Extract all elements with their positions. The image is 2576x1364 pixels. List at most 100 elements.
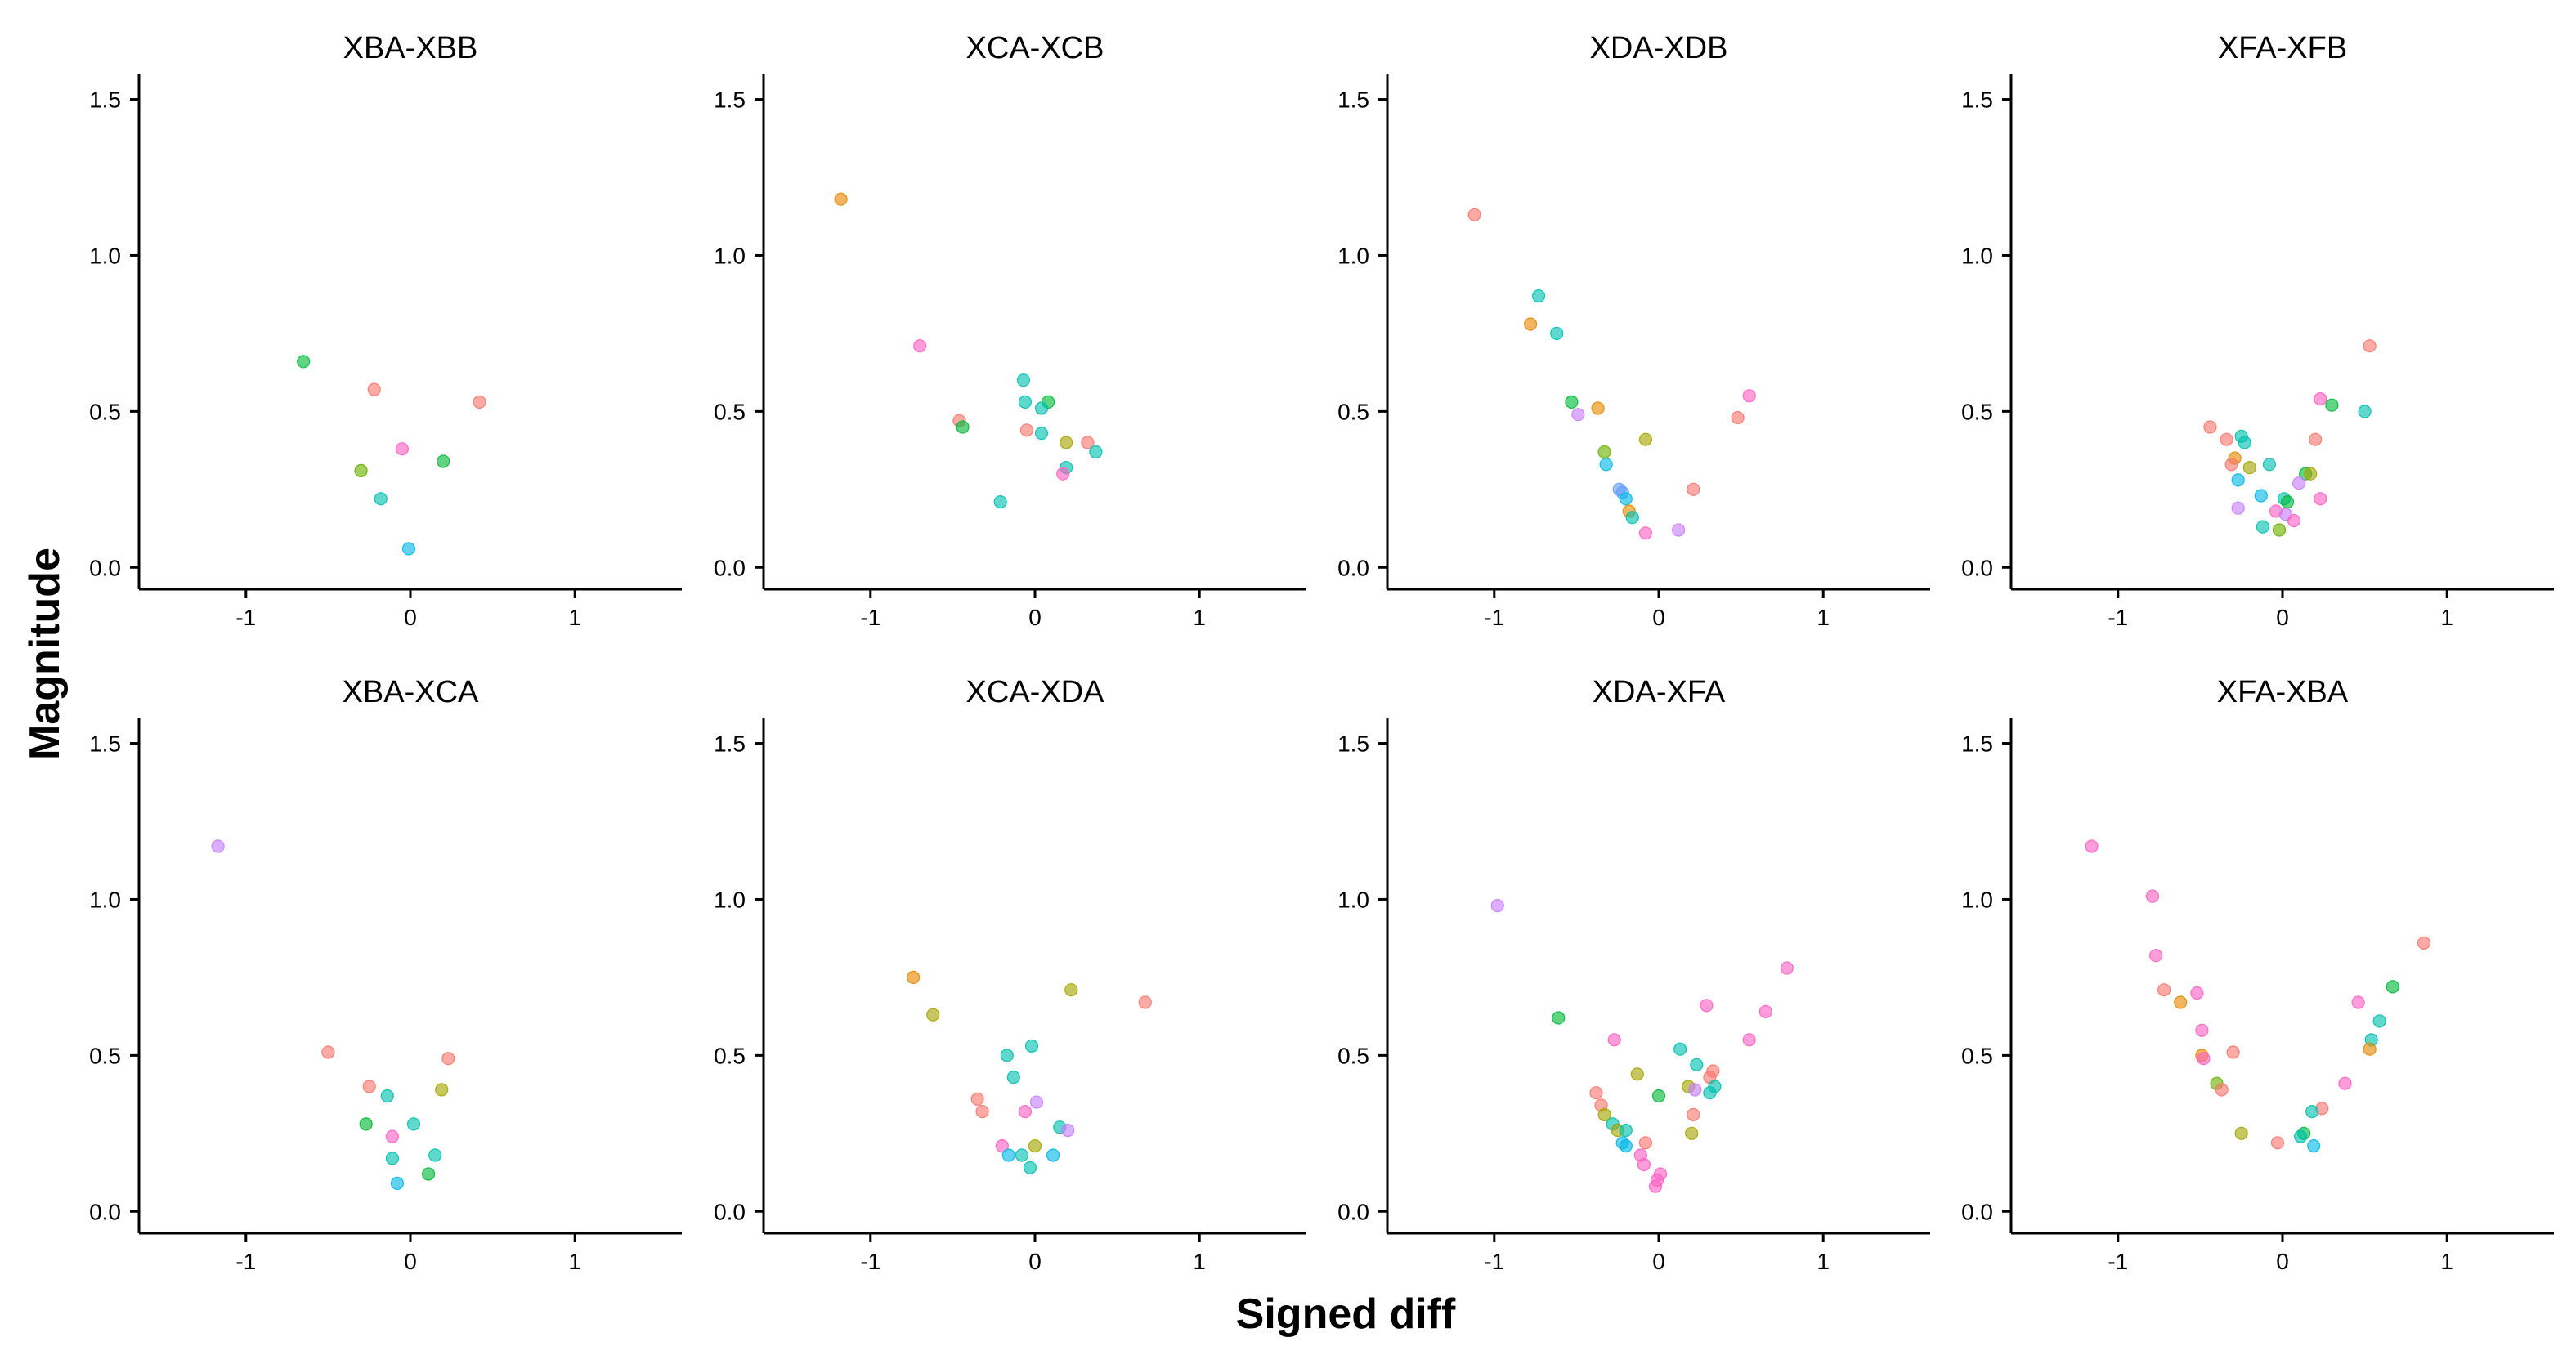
scatter-point — [297, 355, 311, 369]
scatter-point — [1672, 523, 1686, 537]
scatter-point — [995, 1138, 1009, 1153]
scatter-point — [385, 1129, 399, 1143]
scatter-point — [1029, 1095, 1044, 1109]
scatter-point — [1023, 1161, 1037, 1174]
scatter-point — [2417, 936, 2431, 950]
scatter-point — [473, 395, 486, 409]
scatter-point — [390, 1176, 404, 1191]
scatter-point — [2272, 523, 2287, 537]
scatter-point — [970, 1092, 984, 1106]
scatter-point — [441, 1052, 455, 1066]
x-tick-label: 1 — [1193, 1249, 1206, 1274]
facet-panel: XBA-XBB 0.0 0.5 1.0 1.5 -1 0 1 — [89, 31, 682, 630]
scatter-point — [1630, 1067, 1644, 1081]
scatter-point — [380, 1089, 394, 1103]
y-tick-label: 0.5 — [714, 1043, 746, 1068]
scatter-point — [2372, 1014, 2386, 1028]
scatter-point — [975, 1104, 989, 1119]
x-tick-label: 0 — [2276, 605, 2289, 630]
scatter-point — [2386, 980, 2399, 994]
x-tick-label: -1 — [1484, 605, 1504, 630]
scatter-point — [321, 1045, 335, 1059]
y-tick-label: 0.0 — [1961, 555, 1993, 580]
scatter-point — [1758, 1004, 1772, 1019]
facet-title: XCA-XCB — [966, 31, 1104, 65]
x-tick-label: 0 — [1652, 1249, 1665, 1274]
scatter-point — [2203, 420, 2217, 434]
x-tick-label: 0 — [1652, 605, 1665, 630]
scatter-point — [1081, 436, 1095, 449]
scatter-point — [1673, 1042, 1687, 1056]
scatter-point — [2197, 1052, 2211, 1066]
scatter-point — [2256, 520, 2269, 534]
scatter-point — [437, 454, 450, 468]
y-tick-label: 1.5 — [89, 731, 121, 757]
scatter-point — [1006, 1070, 1020, 1084]
scatter-point — [1651, 1089, 1666, 1103]
scatter-point — [1015, 1148, 1029, 1162]
y-tick-label: 1.5 — [1961, 731, 1993, 757]
scatter-point — [1742, 1033, 1756, 1047]
scatter-point — [1731, 410, 1745, 425]
scatter-point — [395, 442, 409, 456]
y-axis-title: Magnitude — [21, 548, 69, 760]
y-tick-label: 0.0 — [714, 555, 746, 580]
x-axis-title: Signed diff — [1236, 1290, 1456, 1338]
scatter-point — [2215, 1083, 2229, 1097]
facet-panels: XBA-XBB 0.0 0.5 1.0 1.5 -1 0 1 XCA-XCB 0.0 0.5 1.0 1… — [89, 31, 2554, 1274]
scatter-point — [1637, 1157, 1651, 1172]
scatter-point — [2149, 949, 2163, 963]
scatter-point — [1046, 1148, 1060, 1162]
scatter-point — [1531, 289, 1546, 303]
x-tick-label: -1 — [1484, 1249, 1504, 1274]
y-tick-label: 0.5 — [89, 1043, 121, 1068]
scatter-point — [2254, 489, 2268, 503]
scatter-point — [2190, 986, 2204, 1000]
facet-title: XBA-XCA — [343, 675, 479, 709]
x-tick-label: 1 — [1193, 605, 1206, 630]
y-tick-label: 1.5 — [89, 87, 121, 113]
scatter-point — [1700, 999, 1714, 1013]
facet-panel: XCA-XCB 0.0 0.5 1.0 1.5 -1 0 1 — [714, 31, 1306, 630]
scatter-point — [211, 839, 225, 853]
scatter-point — [354, 463, 368, 478]
x-tick-label: -1 — [235, 1249, 256, 1274]
scatter-point — [1638, 526, 1653, 540]
scatter-point — [1019, 423, 1034, 437]
scatter-point — [1687, 1107, 1700, 1122]
scatter-point — [406, 1117, 421, 1131]
scatter-point — [2307, 1138, 2321, 1153]
x-tick-label: 1 — [568, 605, 581, 630]
scatter-point — [1599, 458, 1613, 472]
scatter-point — [1638, 1136, 1653, 1150]
scatter-point — [1034, 426, 1049, 441]
scatter-point — [1690, 1058, 1704, 1071]
scatter-point — [2292, 476, 2306, 490]
scatter-point — [2314, 392, 2327, 406]
y-tick-label: 1.0 — [714, 243, 746, 268]
x-tick-label: -1 — [2108, 1249, 2128, 1274]
scatter-point — [2224, 458, 2238, 472]
scatter-point — [362, 1080, 376, 1093]
scatter-point — [2358, 405, 2372, 418]
scatter-point — [2304, 467, 2318, 481]
scatter-point — [2287, 513, 2301, 528]
y-tick-label: 0.5 — [1337, 1043, 1369, 1068]
scatter-point — [1780, 961, 1794, 975]
x-tick-label: -1 — [235, 605, 256, 630]
scatter-point — [1000, 1049, 1014, 1062]
scatter-point — [421, 1167, 436, 1181]
scatter-point — [2231, 473, 2245, 487]
facet-title: XFA-XFB — [2218, 31, 2347, 65]
scatter-point — [1619, 1123, 1633, 1138]
y-tick-label: 0.0 — [1337, 1199, 1369, 1224]
scatter-point — [1089, 445, 1103, 459]
scatter-point — [1703, 1086, 1717, 1100]
scatter-point — [1685, 1126, 1699, 1140]
scatter-point — [926, 1008, 940, 1022]
y-tick-label: 0.0 — [1961, 1199, 1993, 1224]
scatter-point — [1523, 317, 1538, 331]
scatter-point — [1552, 1011, 1566, 1025]
